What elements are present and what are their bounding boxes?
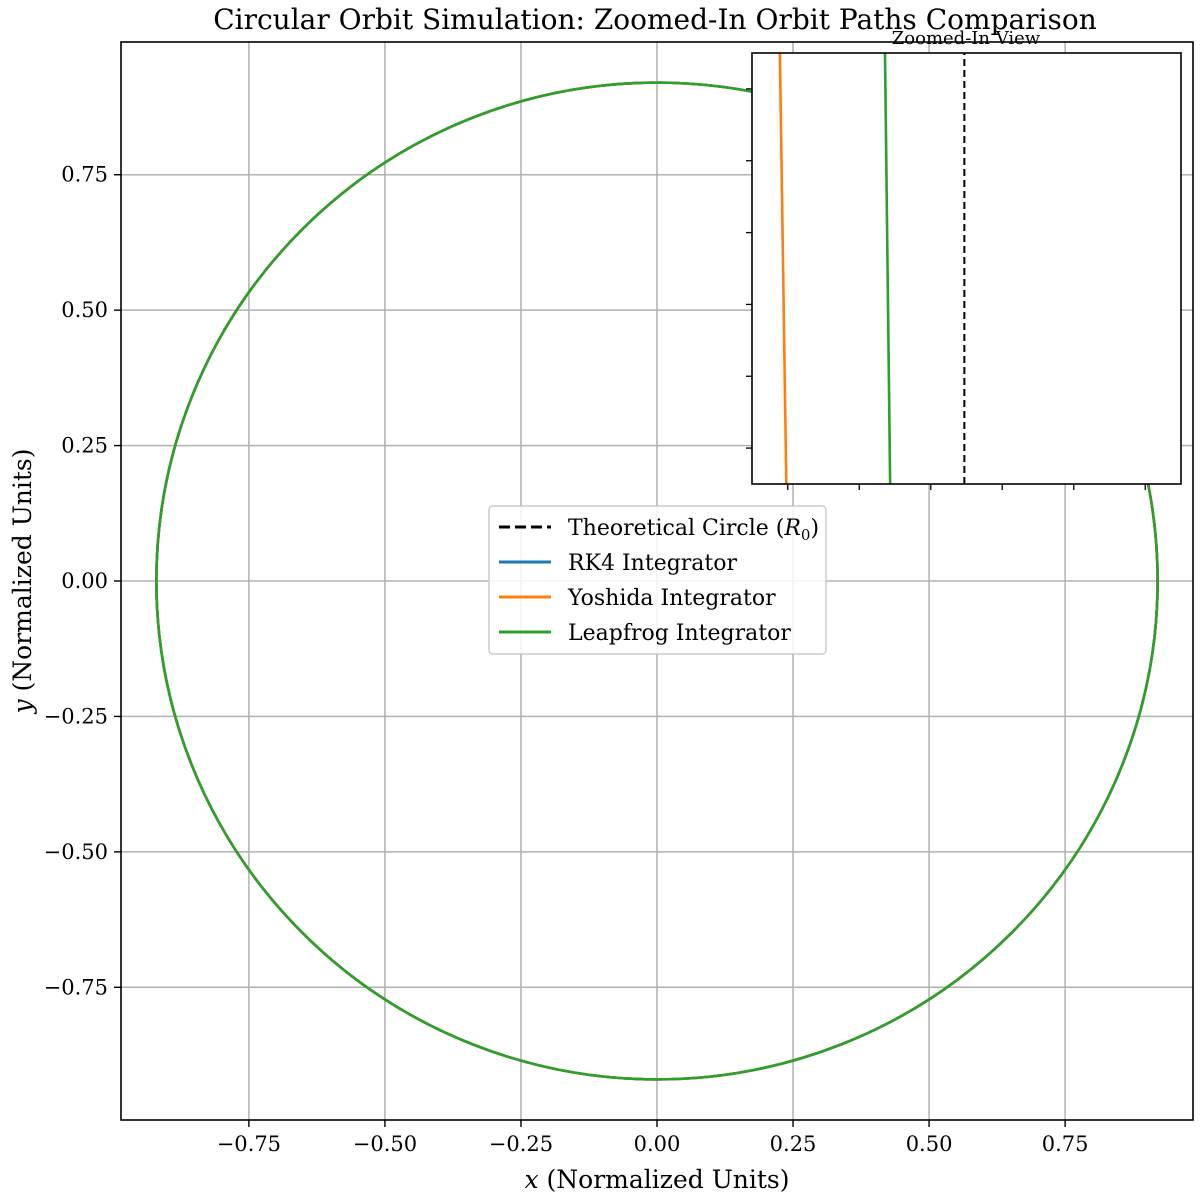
inset-plot-area — [778, 52, 966, 485]
x-tick-label: −0.50 — [353, 1132, 417, 1156]
main-plot-area — [155, 81, 1159, 1081]
legend-label-yoshida: Yoshida Integrator — [567, 586, 776, 611]
y-tick-label: 0.75 — [61, 163, 108, 187]
y-axis-label: y (Normalized Units) — [8, 448, 37, 714]
legend-label-theoretical: Theoretical Circle (R0) — [568, 516, 819, 544]
legend-box — [488, 505, 827, 655]
inset-series-1 — [778, 52, 788, 485]
inset-background — [752, 53, 1181, 484]
x-tick-label: 0.50 — [906, 1132, 953, 1156]
inset-ticks — [746, 88, 1146, 490]
y-tick-label: −0.25 — [44, 704, 108, 728]
x-axis-units: (Normalized Units) — [539, 1165, 790, 1194]
y-tick-label: 0.50 — [61, 298, 108, 322]
x-tick-label: −0.75 — [217, 1132, 281, 1156]
main-ticks: −0.75 −0.50 −0.25 0.00 0.25 0.50 0.75 −0.75 −0.5… — [44, 163, 1089, 1156]
x-tick-label: 0.75 — [1042, 1132, 1089, 1156]
x-axis-label: x (Normalized Units) — [524, 1165, 789, 1194]
inset-axes: Zoomed-In View — [746, 28, 1182, 490]
legend: Theoretical Circle (R0) RK4 Integrator Y… — [488, 505, 827, 655]
x-tick-label: 0.00 — [634, 1132, 681, 1156]
inset-title: Zoomed-In View — [892, 28, 1041, 49]
legend-label-leapfrog: Leapfrog Integrator — [568, 621, 791, 646]
legend-label-rk4: RK4 Integrator — [568, 551, 738, 576]
y-tick-label: 0.25 — [61, 434, 108, 458]
inset-frame — [751, 52, 1182, 485]
y-tick-label: −0.50 — [44, 840, 108, 864]
y-axis-variable: y — [8, 699, 37, 715]
orbit-series-3 — [155, 81, 1159, 1081]
inset-series-2 — [883, 52, 892, 485]
y-tick-label: −0.75 — [44, 975, 108, 999]
x-axis-variable: x — [524, 1165, 538, 1194]
y-axis-units: (Normalized Units) — [8, 448, 37, 699]
x-tick-label: −0.25 — [489, 1132, 553, 1156]
x-tick-label: 0.25 — [770, 1132, 817, 1156]
y-tick-label: 0.00 — [61, 569, 108, 593]
chart-title: Circular Orbit Simulation: Zoomed-In Orb… — [213, 3, 1097, 36]
